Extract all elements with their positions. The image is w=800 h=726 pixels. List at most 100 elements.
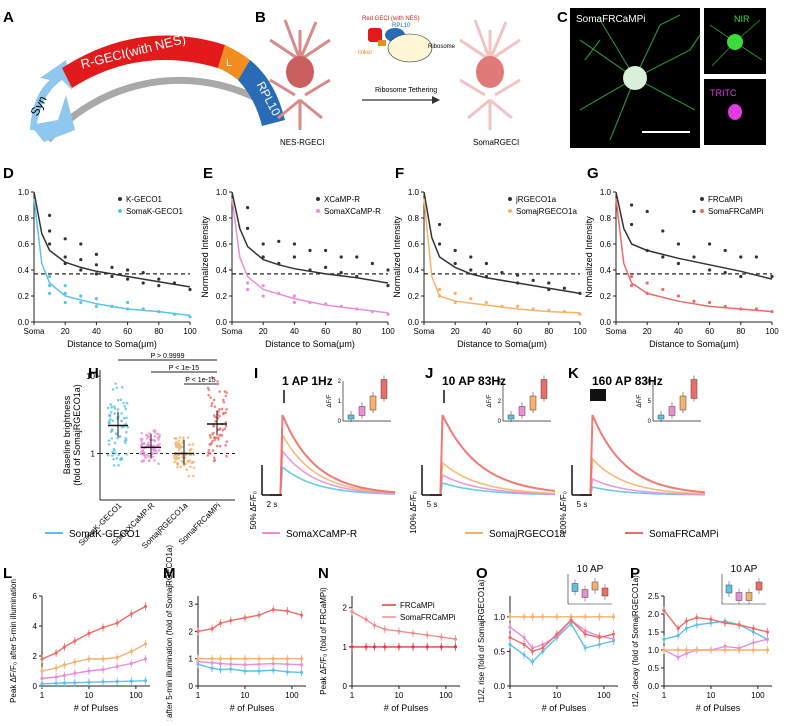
y-tick-label: 2 — [189, 627, 194, 636]
data-point — [157, 438, 160, 441]
data-point — [210, 666, 214, 670]
data-point — [107, 419, 111, 423]
x-tick-label: 60 — [705, 327, 714, 336]
inset-box — [529, 395, 537, 411]
data-point — [218, 668, 222, 672]
data-point — [94, 272, 98, 276]
data-point — [115, 679, 119, 684]
legend-label: SomajRGECO1a — [516, 207, 577, 216]
data-point — [113, 441, 117, 445]
y-tick-label: 1.0 — [18, 188, 30, 197]
x-tick-label: 10 — [394, 691, 403, 700]
data-point — [218, 444, 222, 448]
panel-label-h: H — [88, 365, 99, 382]
data-point — [630, 203, 634, 207]
data-point — [397, 645, 401, 649]
data-point — [516, 304, 520, 308]
data-point — [113, 448, 116, 452]
y-tick-label: 1 — [91, 449, 96, 458]
inset-box — [745, 592, 753, 601]
y-tick-label: 0.2 — [216, 292, 228, 301]
data-point — [611, 615, 616, 619]
inset-tick-label: 2 — [338, 379, 342, 385]
panel-label-k: K — [568, 365, 579, 382]
data-point — [54, 651, 58, 655]
data-point — [110, 428, 114, 431]
data-point — [141, 271, 145, 275]
data-point — [62, 663, 66, 667]
inset-title: 10 AP — [577, 564, 604, 575]
data-point — [723, 648, 727, 652]
data-point — [147, 435, 151, 438]
data-point — [411, 645, 415, 649]
data-point — [73, 639, 77, 643]
data-point — [184, 462, 188, 466]
data-point — [79, 242, 83, 246]
legend-label: SomaFRCaMPi — [649, 529, 718, 540]
legend-label: SomaXCaMP-R — [324, 207, 381, 216]
data-point — [157, 277, 161, 281]
y-tick-label: 1.0 — [648, 646, 660, 655]
trace-line — [580, 457, 706, 496]
data-point — [661, 287, 665, 292]
data-point — [292, 300, 296, 305]
trace-title: 160 AP 83Hz — [592, 374, 663, 388]
x-tick-label: 10 — [552, 691, 561, 700]
data-point — [142, 453, 146, 457]
data-point — [114, 452, 117, 455]
inset-box — [380, 379, 388, 399]
fit-curve — [423, 191, 581, 295]
fit-curve — [423, 198, 581, 314]
data-point — [107, 443, 111, 446]
data-point — [246, 226, 250, 230]
y-tick-label: 1.0 — [216, 188, 228, 197]
y-tick-label: 1.0 — [494, 613, 506, 622]
data-point — [182, 436, 185, 439]
y-tick-label: 0.4 — [600, 266, 612, 275]
data-point — [94, 252, 98, 256]
data-point — [116, 398, 120, 402]
data-point — [181, 455, 185, 459]
x-tick-label: 1 — [508, 691, 513, 700]
legend-row: SomaK-GECO1 SomaXCaMP-R SomajRGECO1a SomaFR… — [45, 529, 718, 540]
data-point — [751, 641, 755, 645]
data-point — [180, 445, 184, 449]
data-point — [372, 645, 376, 649]
x-tick-label: 40 — [92, 327, 101, 336]
data-point — [676, 294, 681, 298]
data-point — [182, 464, 186, 467]
data-point — [453, 248, 457, 253]
data-point — [173, 437, 177, 440]
trace-line — [580, 414, 706, 496]
data-point — [107, 439, 111, 443]
data-point — [218, 390, 221, 393]
y-tick-label: 0.0 — [408, 318, 420, 327]
data-point — [218, 621, 222, 625]
panel-label-n: N — [318, 565, 329, 582]
data-point — [257, 613, 261, 617]
legend-marker — [316, 197, 320, 201]
data-point — [143, 657, 148, 661]
data-point — [737, 623, 741, 627]
y-tick-label: 0.8 — [18, 214, 30, 223]
data-point — [48, 242, 52, 246]
legend-marker — [508, 197, 512, 201]
data-point — [541, 646, 545, 650]
data-point — [142, 451, 146, 454]
chart-o-rise: 1 10 100 0.0 0.5 1.0 # of Pulses t1/2, rise (fo… — [477, 564, 618, 713]
y-axis-label: SNR after 5-min illumination (fold of So… — [165, 545, 174, 721]
data-point — [583, 615, 587, 619]
data-point — [243, 669, 247, 673]
y-tick-label: 0.6 — [18, 240, 30, 249]
data-point — [271, 662, 275, 666]
data-point — [225, 454, 228, 458]
y-tick-label: 0.4 — [216, 266, 228, 275]
y-tick-label: 0.0 — [216, 318, 228, 327]
data-point — [63, 300, 67, 305]
data-point — [106, 406, 110, 410]
data-point — [122, 416, 126, 420]
data-point — [176, 465, 179, 469]
construct-diagram: Syn R-GECI(with NES) L RPL10 — [28, 31, 285, 143]
data-point — [425, 633, 429, 637]
